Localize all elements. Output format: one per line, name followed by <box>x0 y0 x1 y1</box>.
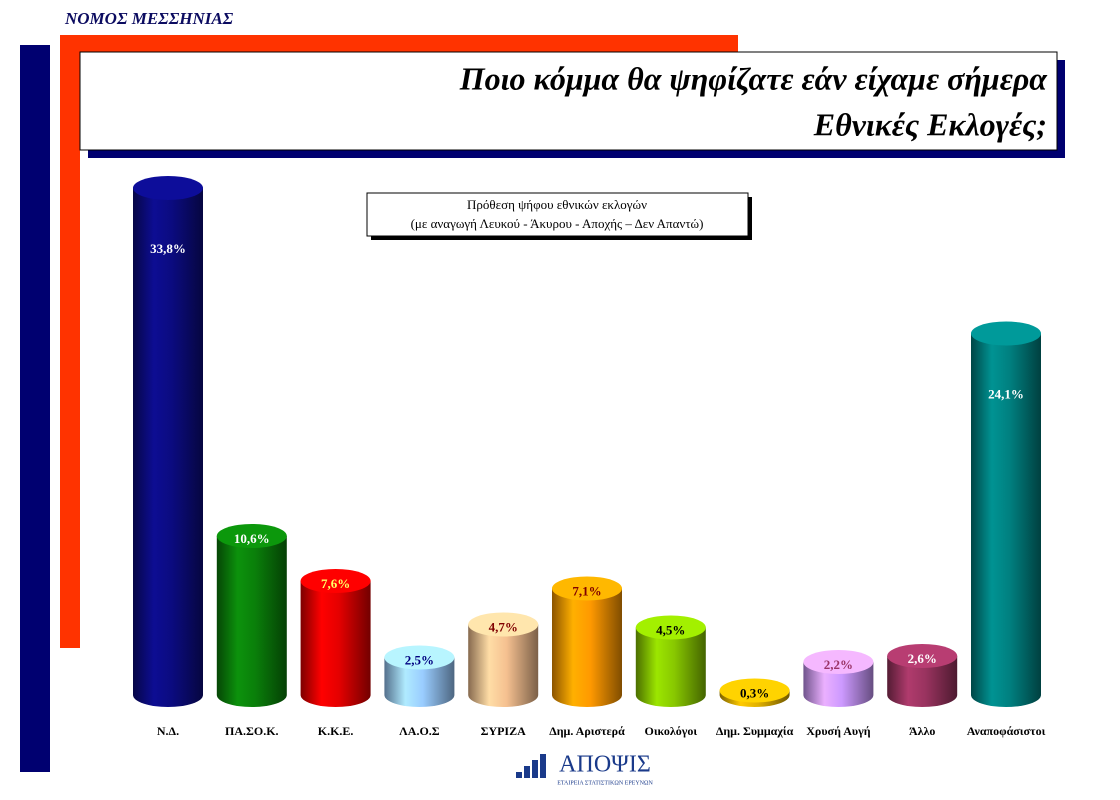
x-tick-label: Αναποφάσιστοι <box>967 724 1046 738</box>
x-tick-label: Άλλο <box>909 724 935 738</box>
title-box <box>79 51 1058 151</box>
value-label: 24,1% <box>988 386 1024 401</box>
bar-top <box>216 524 287 548</box>
x-tick-label: ΣΥΡΙΖΑ <box>481 724 527 738</box>
value-label: 2,6% <box>908 651 937 666</box>
bar <box>468 624 539 707</box>
x-tick-label: Ν.Δ. <box>157 724 179 738</box>
chart-title: Ποιο κόμμα θα ψηφίζατε εάν είχαμε σήμερα <box>459 60 1049 96</box>
bar <box>971 333 1041 707</box>
bar <box>552 588 622 707</box>
accent-vertical <box>60 35 80 648</box>
bar-top <box>384 645 455 670</box>
bar-top <box>803 650 874 674</box>
logo-name: ΑΠΟΨΙΣ <box>559 752 651 778</box>
bar <box>133 188 203 707</box>
side-bar <box>20 45 50 772</box>
logo: ΑΠΟΨΙΣ ΕΤΑΙΡΕΙΑ ΣΤΑΤΙΣΤΙΚΩΝ ΕΡΕΥΝΩΝ <box>516 752 653 786</box>
bar-top <box>635 615 706 640</box>
x-tick-label: Οικολόγοι <box>644 724 697 738</box>
chart-title: Εθνικές Εκλογές; <box>813 106 1047 142</box>
bar <box>216 536 287 707</box>
annotation: (με αναγωγή Λευκού - Άκυρου - Αποχής – Δ… <box>411 216 704 231</box>
value-label: 2,5% <box>405 652 434 667</box>
value-label: 4,7% <box>489 619 518 634</box>
bar-top <box>300 569 371 593</box>
bar <box>803 662 874 707</box>
value-label: 7,1% <box>572 583 601 598</box>
value-label: 4,5% <box>656 622 685 637</box>
bar <box>300 581 371 707</box>
bar <box>384 657 455 707</box>
value-label: 10,6% <box>234 531 270 546</box>
x-tick-label: Κ.Κ.Ε. <box>318 724 354 738</box>
x-tick-label: Δημ. Συμμαχία <box>716 724 794 738</box>
bar-top <box>971 321 1041 346</box>
logo-step <box>540 754 546 778</box>
value-label: 0,3% <box>740 685 769 700</box>
bar <box>635 627 706 707</box>
logo-step <box>516 772 522 778</box>
x-tick-label: Δημ. Αριστερά <box>549 724 625 738</box>
annotation-box <box>366 192 749 237</box>
bar <box>887 656 958 707</box>
bar-top <box>719 678 790 703</box>
value-label: 7,6% <box>321 576 350 591</box>
x-tick-label: Χρυσή Αυγή <box>806 724 871 738</box>
value-label: 2,2% <box>824 657 853 672</box>
accent-horizontal <box>60 35 738 52</box>
x-tick-label: ΠΑ.ΣΟ.Κ. <box>225 724 279 738</box>
value-label: 33,8% <box>150 241 186 256</box>
annotation: Πρόθεση ψήφου εθνικών εκλογών <box>467 197 647 212</box>
logo-tagline: ΕΤΑΙΡΕΙΑ ΣΤΑΤΙΣΤΙΚΩΝ ΕΡΕΥΝΩΝ <box>557 780 653 786</box>
bar-top <box>887 644 958 668</box>
x-tick-label: ΛΑ.Ο.Σ <box>399 724 440 738</box>
logo-step <box>532 760 538 778</box>
bar-top <box>552 576 622 601</box>
region-header: ΝΟΜΟΣ ΜΕΣΣΗΝΙΑΣ <box>64 9 234 28</box>
bar-top <box>133 176 203 200</box>
plot: 33,8% Ν.Δ. 10,6% ΠΑ.ΣΟ.Κ. 7,6% Κ.Κ.Ε. 2,5% ΛΑ.Ο… <box>133 176 1046 738</box>
logo-step <box>524 766 530 778</box>
bar-top <box>468 612 539 637</box>
